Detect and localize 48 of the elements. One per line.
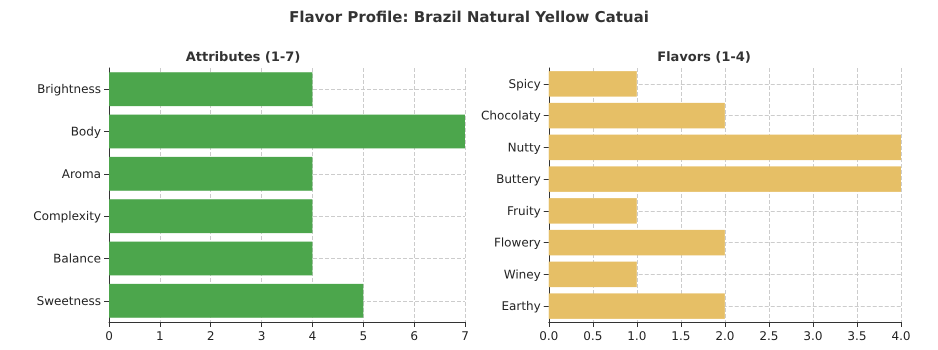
bar bbox=[548, 198, 637, 224]
x-tick-label: 3.0 bbox=[803, 329, 822, 343]
x-tick-label: 2.5 bbox=[759, 329, 778, 343]
x-tick-label: 3.5 bbox=[847, 329, 867, 343]
x-tick-label: 3 bbox=[258, 329, 266, 343]
bar bbox=[109, 156, 312, 191]
bar bbox=[548, 71, 637, 97]
x-tick-label: 6 bbox=[410, 329, 418, 343]
bar bbox=[548, 230, 725, 256]
bar bbox=[548, 166, 901, 192]
bar bbox=[109, 199, 312, 234]
bar bbox=[548, 102, 725, 128]
x-tick-label: 4 bbox=[308, 329, 316, 343]
bar bbox=[109, 72, 312, 106]
y-tick-label: Brightness bbox=[37, 82, 101, 96]
bar bbox=[109, 284, 364, 318]
x-tick-label: 2.0 bbox=[715, 329, 734, 343]
bar bbox=[548, 262, 637, 288]
y-tick-label: Chocolaty bbox=[480, 108, 541, 123]
x-tick-label: 2 bbox=[206, 329, 215, 343]
x-tick-label: 1.5 bbox=[671, 329, 690, 343]
chart-title: Flavors (1-4) bbox=[657, 50, 751, 65]
y-tick-label: Fruity bbox=[507, 204, 541, 218]
y-tick-label: Buttery bbox=[496, 172, 541, 186]
y-tick-label: Flowery bbox=[494, 236, 541, 250]
bar bbox=[548, 134, 901, 160]
y-tick-label: Nutty bbox=[508, 140, 541, 154]
y-tick-label: Body bbox=[70, 124, 101, 138]
y-tick-label: Balance bbox=[53, 252, 101, 266]
x-tick-label: 5 bbox=[359, 329, 368, 343]
text: Flavor Profile: Brazil Natural Yellow Catuai bbox=[288, 8, 650, 26]
x-tick-label: 0 bbox=[105, 329, 113, 343]
x-tick-label: 1.0 bbox=[627, 329, 646, 343]
y-tick-label: Spicy bbox=[508, 76, 541, 91]
bar bbox=[109, 114, 465, 148]
y-tick-label: Complexity bbox=[33, 209, 101, 224]
y-tick-label: Earthy bbox=[501, 299, 541, 314]
bar bbox=[109, 242, 312, 276]
chart-title: Attributes (1-7) bbox=[186, 50, 300, 65]
x-tick-label: 0.0 bbox=[539, 329, 558, 343]
x-tick-label: 7 bbox=[461, 329, 469, 343]
x-tick-label: 0.5 bbox=[583, 329, 602, 343]
y-tick-label: Winey bbox=[504, 267, 541, 282]
y-tick-label: Aroma bbox=[62, 166, 101, 181]
x-tick-label: 4.0 bbox=[891, 329, 911, 343]
y-tick-label: Sweetness bbox=[36, 294, 101, 308]
bar bbox=[548, 293, 725, 319]
x-tick-label: 1 bbox=[156, 329, 164, 343]
